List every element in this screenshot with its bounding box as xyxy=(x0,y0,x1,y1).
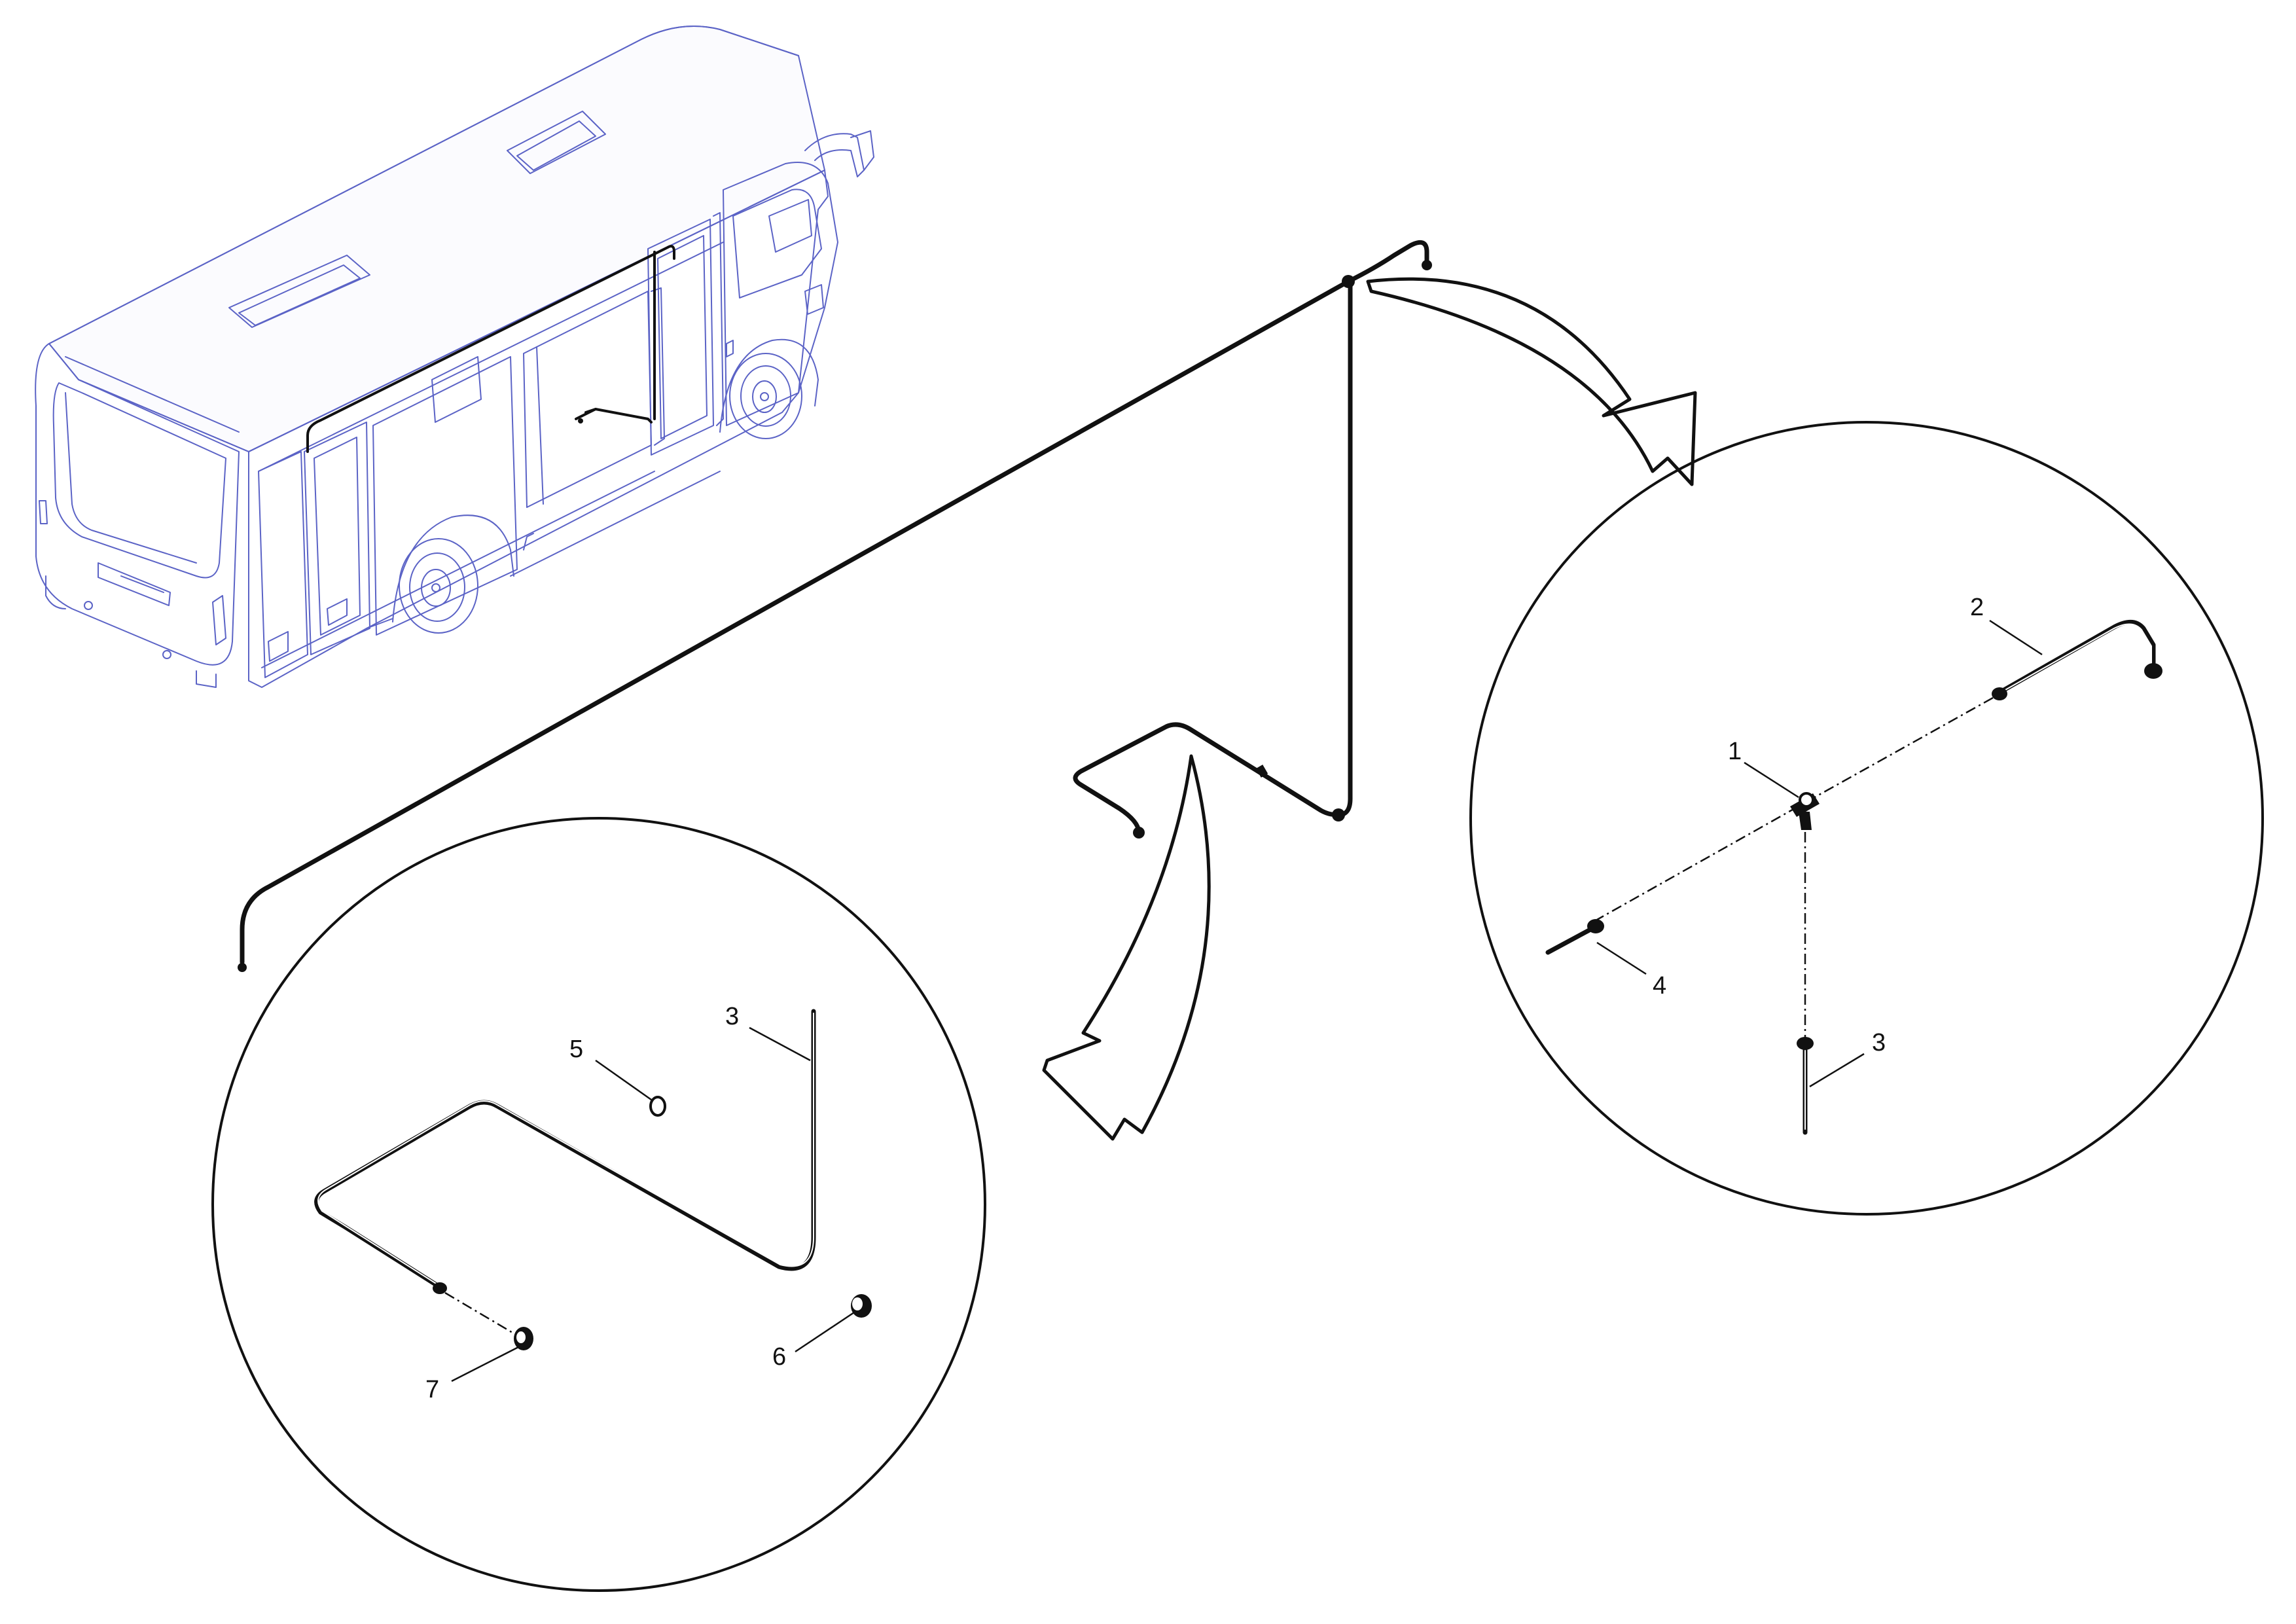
callout-b-7: 7 xyxy=(425,1376,439,1403)
part-4-nut xyxy=(1587,919,1604,933)
detail-a: 1 2 3 4 xyxy=(1469,421,2264,1216)
callout-b-6: 6 xyxy=(772,1343,786,1371)
main-pipe-assembly xyxy=(238,240,1432,972)
detail-b: 3 5 6 7 xyxy=(211,817,986,1592)
part-7-fitting xyxy=(514,1327,533,1350)
callout-a-4: 4 xyxy=(1653,972,1666,1000)
coupler-marker xyxy=(1255,765,1268,778)
detail-arrow-a xyxy=(1366,277,1697,486)
part-1-tee xyxy=(1790,792,1820,830)
callout-b-5: 5 xyxy=(569,1036,583,1063)
part-2-cap xyxy=(2144,663,2162,679)
part-2-nut xyxy=(1992,687,2007,700)
detail-arrow-b xyxy=(1042,754,1211,1141)
part-3-nut-a xyxy=(1797,1037,1814,1050)
callout-b-3: 3 xyxy=(725,1003,739,1030)
part-2-pipe xyxy=(2000,620,2156,693)
end-cap-marker xyxy=(1422,260,1432,270)
part-5-ring xyxy=(649,1096,666,1117)
detail-b-circle xyxy=(211,817,986,1592)
bus-pipe-routing xyxy=(306,245,675,453)
callout-a-2: 2 xyxy=(1970,594,1984,621)
end-fitting-marker xyxy=(1133,827,1145,839)
callout-a-3: 3 xyxy=(1872,1029,1886,1056)
part-4-pipe xyxy=(1545,927,1593,955)
elbow-marker xyxy=(1332,808,1345,821)
bus-illustration xyxy=(35,26,874,688)
rear-end-marker xyxy=(238,963,247,972)
part-3-nut-b xyxy=(433,1282,447,1294)
callout-a-1: 1 xyxy=(1728,738,1742,765)
part-6-cap xyxy=(851,1294,872,1318)
detail-a-circle xyxy=(1469,421,2264,1216)
tee-fitting-marker xyxy=(1342,275,1355,288)
part-3-pipe-b xyxy=(314,1009,816,1289)
